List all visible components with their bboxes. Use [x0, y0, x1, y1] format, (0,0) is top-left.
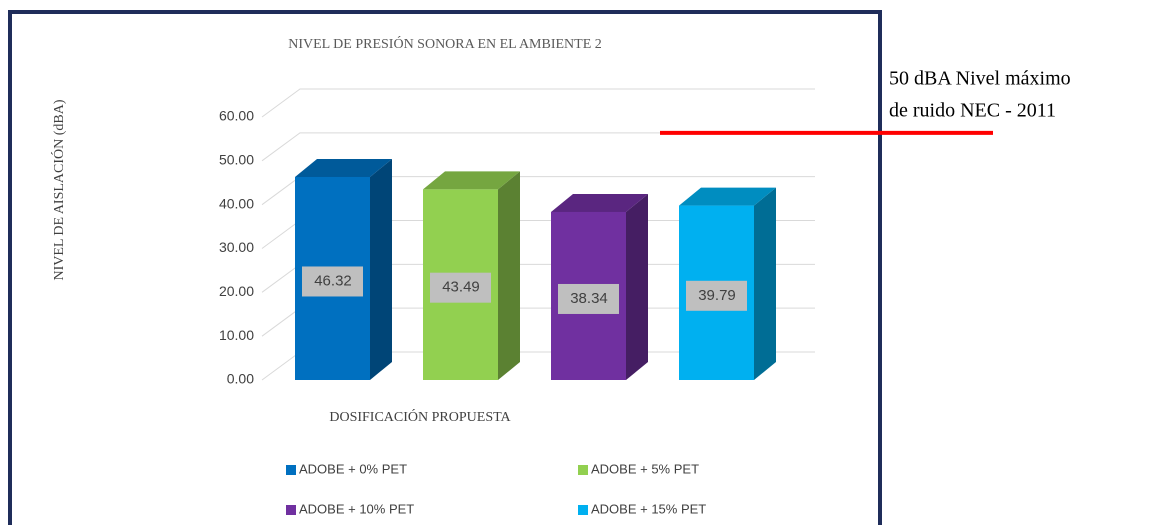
grid-line	[261, 132, 815, 162]
y-tick-label: 30.00	[219, 239, 254, 255]
legend-swatch	[578, 505, 588, 515]
legend-label: ADOBE + 5% PET	[591, 461, 699, 476]
y-tick-label: 40.00	[219, 195, 254, 211]
data-label-box	[686, 280, 747, 311]
data-label: 39.79	[698, 287, 736, 304]
y-tick-label: 60.00	[219, 108, 254, 124]
data-label: 43.49	[442, 279, 480, 296]
legend-swatch	[578, 465, 588, 475]
legend-label: ADOBE + 0% PET	[299, 461, 407, 476]
bar-top	[551, 193, 648, 212]
bar-top	[295, 158, 392, 177]
data-label-box	[302, 266, 363, 297]
y-tick-label: 10.00	[219, 327, 254, 343]
legend-swatch	[286, 465, 296, 475]
bar-side	[754, 187, 776, 380]
bar-side	[370, 158, 392, 380]
reference-label: 50 dBA Nivel máximo	[889, 68, 1071, 90]
y-tick-label: 50.00	[219, 152, 254, 168]
reference-label: de ruido NEC - 2011	[889, 100, 1056, 122]
x-axis-label: DOSIFICACIÓN PROPUESTA	[329, 408, 511, 425]
legend-label: ADOBE + 10% PET	[299, 501, 414, 516]
data-label-box	[430, 272, 491, 303]
y-tick-label: 0.00	[227, 371, 254, 387]
chart-title: NIVEL DE PRESIÓN SONORA EN EL AMBIENTE 2	[288, 35, 602, 52]
legend-label: ADOBE + 15% PET	[591, 501, 706, 516]
y-axis-label: NIVEL DE AISLACIÓN (dBA)	[50, 99, 67, 280]
data-label: 38.34	[570, 290, 608, 307]
data-label: 46.32	[314, 272, 352, 289]
bar-side	[498, 171, 520, 380]
data-label-box	[558, 283, 619, 314]
grid-line	[261, 88, 815, 118]
bar-side	[626, 193, 648, 380]
bar-top	[423, 171, 520, 190]
bar-top	[679, 187, 776, 206]
y-tick-label: 20.00	[219, 283, 254, 299]
legend-swatch	[286, 505, 296, 515]
